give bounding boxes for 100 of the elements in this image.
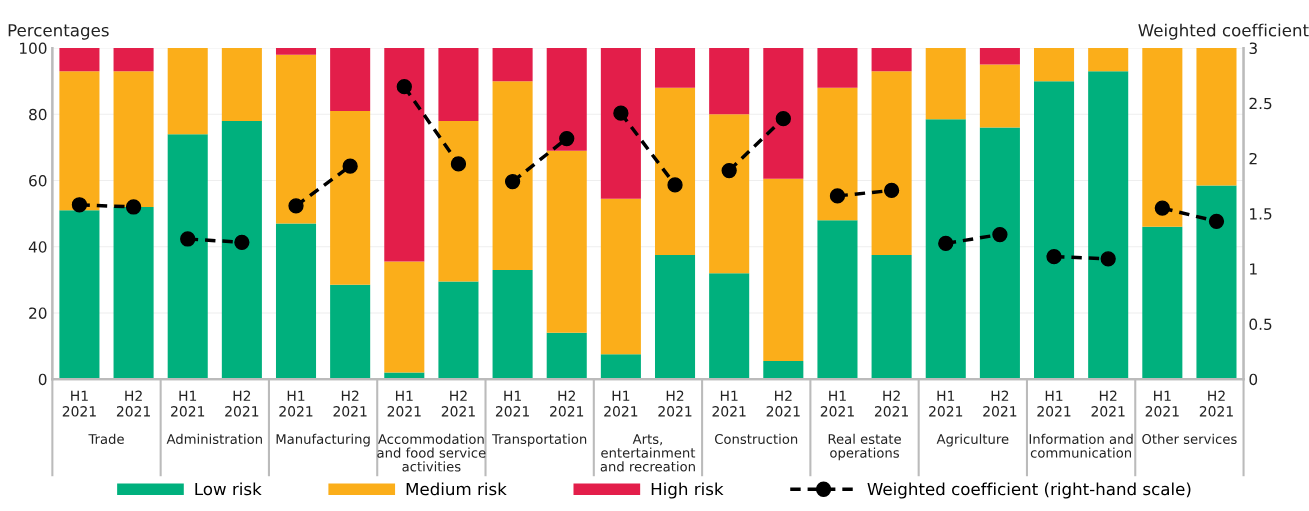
bar bbox=[600, 198, 641, 355]
bar bbox=[113, 71, 154, 207]
text: Real estate operations bbox=[828, 433, 901, 461]
y2-tick-label: 1.5 bbox=[1250, 208, 1272, 220]
bar bbox=[1088, 48, 1129, 72]
x-tick-label: H2 2021 bbox=[333, 390, 367, 417]
text: Construction bbox=[714, 433, 798, 445]
text: Trade bbox=[88, 433, 124, 445]
bar bbox=[871, 254, 912, 380]
bar bbox=[600, 48, 641, 199]
y-tick-label: 20 bbox=[29, 307, 47, 319]
y-tick-label: 40 bbox=[28, 241, 47, 253]
legend-label: Medium risk bbox=[406, 482, 507, 496]
point bbox=[1100, 251, 1116, 267]
bar bbox=[167, 134, 208, 380]
bar bbox=[709, 48, 750, 115]
text: Agriculture bbox=[936, 433, 1009, 447]
bar bbox=[871, 71, 912, 255]
x-tick-label: H2 2021 bbox=[550, 390, 584, 417]
bar bbox=[384, 261, 425, 373]
bar bbox=[546, 150, 587, 333]
bar bbox=[979, 48, 1020, 65]
x-tick-label: H1 2021 bbox=[1037, 390, 1071, 417]
bar bbox=[817, 48, 858, 88]
bar bbox=[925, 119, 966, 380]
y2-tick-label: 1 bbox=[1250, 263, 1257, 275]
bar bbox=[113, 206, 154, 380]
x-tick-label: H1 2021 bbox=[1145, 390, 1179, 417]
bar bbox=[546, 48, 587, 151]
bar bbox=[221, 48, 262, 121]
x-tick-label: H1 2021 bbox=[712, 390, 746, 417]
bar bbox=[763, 178, 804, 361]
y2-axis-title: Weighted coefficient bbox=[1138, 23, 1309, 40]
y-tick-label: 0 bbox=[38, 373, 47, 386]
bar bbox=[1196, 48, 1237, 186]
bar bbox=[438, 48, 479, 121]
legend-label: High risk bbox=[651, 482, 724, 499]
point bbox=[71, 197, 88, 213]
bar bbox=[654, 87, 696, 255]
y-tick-label: 60 bbox=[29, 174, 47, 187]
x-tick-label: H2 2021 bbox=[766, 390, 800, 417]
bar bbox=[275, 48, 317, 55]
bar bbox=[763, 360, 804, 380]
bar bbox=[438, 281, 479, 380]
x-tick-label: H2 2021 bbox=[874, 390, 908, 417]
bar bbox=[1196, 185, 1237, 380]
y2-tick-label: 2 bbox=[1249, 152, 1257, 165]
bar bbox=[59, 71, 100, 211]
text: Transportation bbox=[491, 433, 587, 447]
y-axis-title: Percentages bbox=[8, 24, 109, 40]
bar bbox=[384, 48, 425, 262]
x-tick-label: H1 2021 bbox=[820, 390, 854, 417]
y-tick-label: 100 bbox=[20, 42, 47, 55]
x-tick-label: H1 2021 bbox=[62, 390, 96, 417]
bar bbox=[763, 48, 804, 179]
bar bbox=[221, 120, 262, 380]
bar bbox=[1088, 71, 1129, 380]
bar bbox=[330, 284, 371, 380]
bar bbox=[330, 48, 371, 111]
bar bbox=[1034, 48, 1075, 82]
legend-label: Low risk bbox=[195, 482, 262, 496]
x-tick-label: H1 2021 bbox=[604, 390, 638, 417]
bar bbox=[546, 332, 587, 380]
x-tick-label: H1 2021 bbox=[387, 390, 421, 417]
bar bbox=[871, 48, 912, 72]
bar bbox=[275, 54, 317, 224]
bar bbox=[1034, 81, 1075, 380]
x-tick-label: H1 2021 bbox=[171, 390, 205, 417]
text: Information and communication bbox=[1029, 433, 1133, 458]
bar bbox=[492, 48, 533, 82]
y-tick-label: 80 bbox=[29, 108, 47, 121]
y2-tick-label: 0.5 bbox=[1249, 318, 1272, 330]
y2-tick-label: 3 bbox=[1249, 42, 1257, 55]
point bbox=[125, 199, 142, 215]
x-tick-label: H2 2021 bbox=[225, 390, 259, 417]
text: Arts, entertainment and recreation bbox=[600, 434, 696, 472]
bar bbox=[979, 127, 1020, 380]
bar bbox=[330, 110, 371, 285]
x-tick-label: H2 2021 bbox=[658, 390, 692, 417]
text: Accommodation and food service activities bbox=[377, 433, 486, 472]
bar bbox=[1142, 48, 1183, 227]
x-tick-label: H2 2021 bbox=[116, 390, 150, 417]
bar bbox=[600, 354, 641, 380]
text: Manufacturing bbox=[276, 433, 370, 447]
bar bbox=[59, 210, 100, 380]
bar bbox=[817, 87, 858, 221]
text: Other services bbox=[1142, 433, 1237, 445]
text: Administration bbox=[166, 433, 262, 445]
x-tick-label: H2 2021 bbox=[983, 390, 1017, 417]
x-tick-label: H1 2021 bbox=[495, 390, 529, 417]
bar bbox=[925, 48, 966, 120]
bar bbox=[709, 273, 750, 380]
bar bbox=[59, 48, 100, 72]
y2-tick-label: 0 bbox=[1249, 373, 1258, 386]
bar bbox=[1142, 226, 1183, 380]
y2-tick-label: 2.5 bbox=[1249, 97, 1272, 110]
bar bbox=[979, 64, 1020, 128]
bar bbox=[654, 48, 696, 88]
bar bbox=[492, 269, 533, 380]
point bbox=[234, 234, 250, 250]
